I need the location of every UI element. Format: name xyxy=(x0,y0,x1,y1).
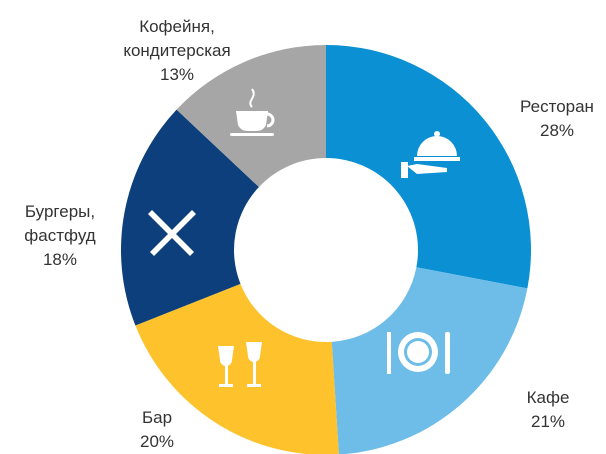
slice-label: Бар 20% xyxy=(140,406,174,454)
slice-label: Ресторан 28% xyxy=(520,95,594,143)
slice xyxy=(135,283,339,454)
cafe-icon xyxy=(387,332,450,374)
burger-icon xyxy=(148,210,196,256)
coffee-icon xyxy=(230,88,275,136)
value-label: 21% xyxy=(530,412,566,431)
category-label: Кафе xyxy=(526,388,570,407)
category-label: Бургеры, фастфуд xyxy=(24,202,96,245)
category-label: Бар xyxy=(141,408,173,427)
slice-label: Кофейня, кондитерская 13% xyxy=(123,15,230,87)
value-label: 20% xyxy=(139,432,175,451)
slice-label: Бургеры, фастфуд 18% xyxy=(24,200,95,272)
restaurant-icon xyxy=(401,131,460,178)
slice-label: Кафе 21% xyxy=(527,386,570,434)
bar-icon xyxy=(218,342,262,387)
category-label: Кофейня, кондитерская xyxy=(123,17,231,60)
value-label: 18% xyxy=(42,250,78,269)
value-label: 28% xyxy=(539,121,575,140)
value-label: 13% xyxy=(159,65,195,84)
icons xyxy=(148,88,460,387)
category-label: Ресторан xyxy=(520,97,594,116)
